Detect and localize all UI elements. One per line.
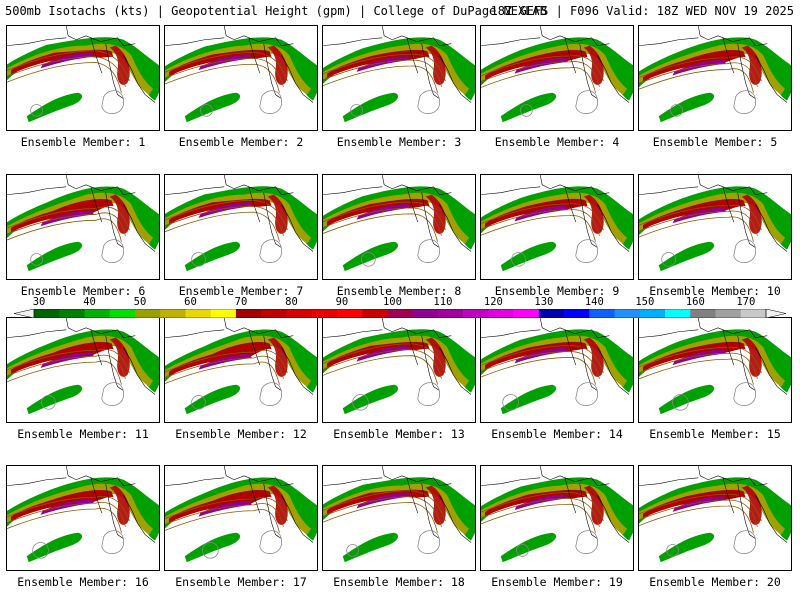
ensemble-member-map bbox=[480, 174, 634, 280]
ensemble-member-map bbox=[480, 465, 634, 571]
colorbar-swatch bbox=[463, 309, 489, 318]
colorbar-swatch bbox=[336, 309, 363, 318]
ensemble-member-label: Ensemble Member: 16 bbox=[17, 575, 149, 589]
colorbar-tick-label: 50 bbox=[133, 296, 147, 308]
ensemble-member-map bbox=[164, 25, 318, 131]
colorbar-tick-label: 70 bbox=[234, 296, 248, 308]
ensemble-member-map bbox=[322, 317, 476, 423]
colorbar-swatch bbox=[437, 309, 464, 318]
ensemble-member-label: Ensemble Member: 4 bbox=[494, 135, 620, 149]
colorbar-swatch bbox=[513, 309, 540, 318]
ensemble-member-map bbox=[6, 25, 160, 131]
colorbar-tick-label: 170 bbox=[736, 296, 756, 308]
ensemble-member-map bbox=[322, 465, 476, 571]
colorbar-swatch bbox=[589, 309, 615, 318]
colorbar-right-arrow bbox=[765, 309, 786, 318]
colorbar-tick-label: 110 bbox=[433, 296, 453, 308]
ensemble-member-label: Ensemble Member: 19 bbox=[491, 575, 623, 589]
colorbar-swatch bbox=[134, 309, 161, 318]
ensemble-member-label: Ensemble Member: 2 bbox=[178, 135, 304, 149]
colorbar-swatch bbox=[564, 309, 590, 318]
colorbar-labels: 30 40 50 60 70 80 90 100 110 120 130 140 150 160 170 bbox=[14, 296, 786, 308]
colorbar-tick-label: 30 bbox=[32, 296, 46, 308]
ensemble-member-label: Ensemble Member: 5 bbox=[652, 135, 778, 149]
colorbar-swatch bbox=[286, 309, 312, 318]
ensemble-member-map bbox=[638, 174, 792, 280]
ensemble-member-label: Ensemble Member: 13 bbox=[333, 427, 465, 441]
colorbar-scale bbox=[14, 309, 786, 318]
ensemble-member-map bbox=[164, 465, 318, 571]
ensemble-member-map bbox=[322, 25, 476, 131]
colorbar-swatch bbox=[362, 309, 388, 318]
colorbar-tick-label: 160 bbox=[685, 296, 705, 308]
colorbar-swatch bbox=[715, 309, 742, 318]
colorbar-outline bbox=[33, 309, 767, 318]
ensemble-member-label: Ensemble Member: 3 bbox=[336, 135, 462, 149]
ensemble-member-label: Ensemble Member: 7 bbox=[178, 284, 304, 298]
ensemble-member-map bbox=[638, 465, 792, 571]
colorbar-swatch bbox=[639, 309, 666, 318]
header: 500mb Isotachs (kts) | Geopotential Heig… bbox=[0, 0, 800, 22]
colorbar-swatch bbox=[412, 309, 439, 318]
ensemble-member-map bbox=[480, 317, 634, 423]
colorbar: 30 40 50 60 70 80 90 100 110 120 130 140 150 160 170 bbox=[14, 296, 786, 319]
ensemble-member-map bbox=[164, 174, 318, 280]
colorbar-tick-label: 40 bbox=[83, 296, 96, 308]
ensemble-member-label: Ensemble Member: 1 bbox=[20, 135, 146, 149]
colorbar-swatch bbox=[488, 309, 514, 318]
ensemble-member-label: Ensemble Member: 20 bbox=[649, 575, 781, 589]
colorbar-swatch bbox=[311, 309, 338, 318]
colorbar-swatch bbox=[690, 309, 716, 318]
colorbar-swatch bbox=[387, 309, 413, 318]
ensemble-member-map bbox=[6, 465, 160, 571]
colorbar-swatch bbox=[109, 309, 136, 318]
colorbar-swatch bbox=[740, 309, 767, 318]
ensemble-member-label: Ensemble Member: 11 bbox=[17, 427, 149, 441]
ensemble-member-map bbox=[480, 25, 634, 131]
colorbar-swatch bbox=[59, 309, 85, 318]
colorbar-left-arrow bbox=[14, 309, 35, 318]
ensemble-member-map bbox=[6, 317, 160, 423]
colorbar-swatch bbox=[210, 309, 237, 318]
colorbar-tick-label: 130 bbox=[534, 296, 554, 308]
colorbar-swatch bbox=[261, 309, 287, 318]
ensemble-member-map bbox=[164, 317, 318, 423]
colorbar-tick-label: 80 bbox=[285, 296, 298, 308]
colorbar-tick-label: 150 bbox=[635, 296, 655, 308]
colorbar-swatch bbox=[160, 309, 186, 318]
ensemble-member-label: Ensemble Member: 8 bbox=[336, 284, 462, 298]
ensemble-member-label: Ensemble Member: 18 bbox=[333, 575, 465, 589]
ensemble-member-label: Ensemble Member: 6 bbox=[20, 284, 146, 298]
ensemble-member-map bbox=[6, 174, 160, 280]
colorbar-swatch bbox=[614, 309, 641, 318]
ensemble-member-label: Ensemble Member: 12 bbox=[175, 427, 307, 441]
header-title: 500mb Isotachs (kts) | Geopotential Heig… bbox=[5, 4, 547, 18]
colorbar-tick-label: 90 bbox=[335, 296, 349, 308]
ensemble-member-label: Ensemble Member: 15 bbox=[649, 427, 781, 441]
ensemble-member-label: Ensemble Member: 14 bbox=[491, 427, 623, 441]
colorbar-tick-label: 140 bbox=[584, 296, 604, 308]
colorbar-tick-label: 100 bbox=[382, 296, 402, 308]
ensemble-member-label: Ensemble Member: 10 bbox=[649, 284, 781, 298]
ensemble-member-map bbox=[638, 25, 792, 131]
colorbar-tick-label: 60 bbox=[184, 296, 197, 308]
header-run-info: 18Z GEFS | F096 Valid: 18Z WED NOV 19 20… bbox=[490, 4, 794, 18]
colorbar-swatch bbox=[84, 309, 111, 318]
colorbar-swatch bbox=[185, 309, 211, 318]
colorbar-swatch bbox=[34, 309, 60, 318]
colorbar-swatch bbox=[235, 309, 262, 318]
ensemble-member-label: Ensemble Member: 9 bbox=[494, 284, 620, 298]
ensemble-member-label: Ensemble Member: 17 bbox=[175, 575, 307, 589]
colorbar-tick-label: 120 bbox=[483, 296, 503, 308]
ensemble-member-map bbox=[322, 174, 476, 280]
ensemble-member-map bbox=[638, 317, 792, 423]
colorbar-swatch bbox=[665, 309, 691, 318]
colorbar-swatch bbox=[538, 309, 565, 318]
